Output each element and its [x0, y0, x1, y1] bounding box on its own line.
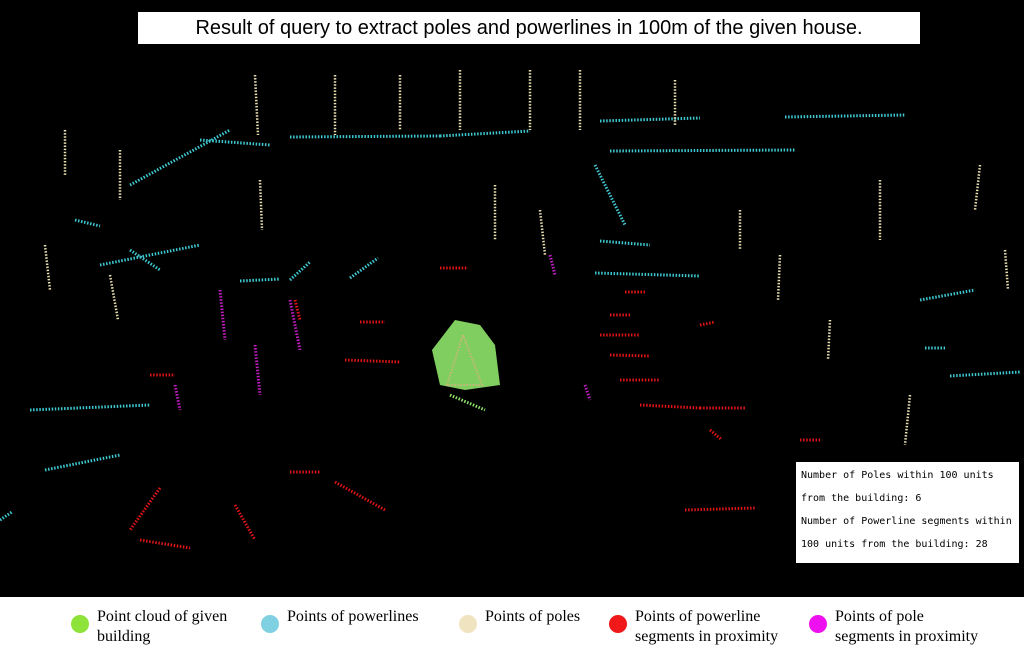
- legend-label: Points of poles: [485, 607, 580, 627]
- legend-swatch: [459, 615, 477, 633]
- proximal-powerlines: [128, 266, 820, 550]
- legend-label-line: Points of poles: [485, 608, 581, 625]
- legend-label: Point cloud of given building: [97, 607, 227, 647]
- legend-label-line: segments in proximity: [635, 628, 779, 645]
- legend-item: Point cloud of given building: [71, 607, 227, 647]
- legend-swatch: [609, 615, 627, 633]
- info-box: Number of Poles within 100 units from the…: [796, 462, 1019, 563]
- legend-label-line: segments in proximity: [835, 628, 979, 645]
- building: [432, 320, 500, 412]
- info-line: from the building: 6: [801, 493, 922, 504]
- legend-item: Points of powerline segments in proximity: [609, 607, 778, 647]
- legend-swatch: [71, 615, 89, 633]
- info-line: Number of Powerline segments within: [801, 516, 1012, 527]
- legend-item: Points of poles: [459, 607, 580, 633]
- info-line: Number of Poles within 100 units: [801, 470, 994, 481]
- legend-label-line: Points of pole: [835, 608, 924, 625]
- legend-swatch: [809, 615, 827, 633]
- point-cloud-view: [0, 0, 1024, 597]
- title: Result of query to extract poles and pow…: [138, 12, 920, 44]
- legend-label-line: building: [97, 628, 151, 645]
- legend-swatch: [261, 615, 279, 633]
- legend-label-line: Points of powerlines: [287, 608, 419, 625]
- legend-item: Points of pole segments in proximity: [809, 607, 978, 647]
- info-line: 100 units from the building: 28: [801, 539, 988, 550]
- legend-item: Points of powerlines: [261, 607, 419, 633]
- legend-label: Points of powerline segments in proximity: [635, 607, 778, 647]
- legend-label-line: Point cloud of given: [97, 608, 228, 625]
- legend-label: Points of powerlines: [287, 607, 419, 627]
- legend-label: Points of pole segments in proximity: [835, 607, 978, 647]
- poles: [43, 70, 1010, 446]
- powerlines: [0, 113, 1021, 522]
- proximal-poles: [173, 254, 592, 411]
- legend-label-line: Points of powerline: [635, 608, 761, 625]
